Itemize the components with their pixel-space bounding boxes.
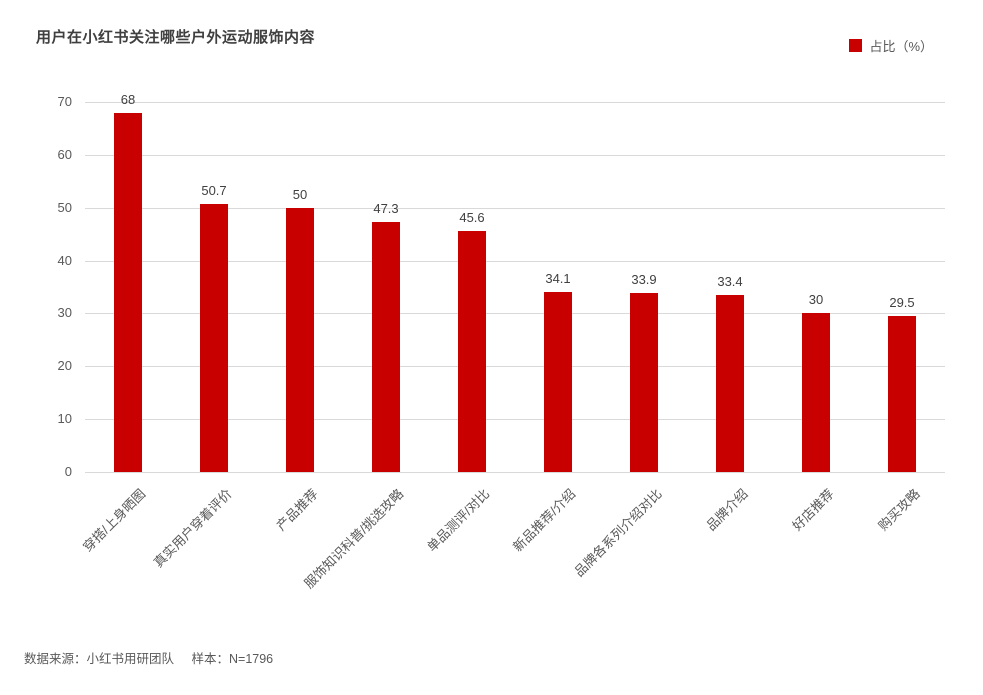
gridline <box>85 102 945 103</box>
bar <box>888 316 916 472</box>
data-source-label: 数据来源：小红书用研团队 <box>24 652 175 666</box>
value-label: 47.3 <box>373 201 399 216</box>
legend: 占比（%） <box>849 36 933 55</box>
value-label: 33.4 <box>717 274 743 290</box>
bar <box>372 222 400 472</box>
bar <box>716 295 744 472</box>
x-axis-label: 品牌各系列介绍对比 <box>571 486 665 580</box>
gridline <box>85 472 945 473</box>
bar <box>802 313 830 472</box>
value-label: 34.1 <box>545 270 571 286</box>
gridline <box>85 208 945 209</box>
source-note: 数据来源：小红书用研团队 样本：N=1796 <box>24 648 287 667</box>
gridline <box>85 366 945 367</box>
value-label: 30 <box>808 292 824 308</box>
bar <box>458 230 486 472</box>
bar <box>286 207 314 472</box>
y-axis-tick-label: 50 <box>57 200 72 215</box>
sample-size-label: 样本：N=1796 <box>191 652 274 666</box>
x-axis-label: 单品测评/对比 <box>424 486 493 555</box>
gridline <box>85 313 945 314</box>
bar <box>114 112 142 472</box>
chart-title: 用户在小红书关注哪些户外运动服饰内容 <box>36 29 316 46</box>
y-axis-tick-label: 60 <box>57 147 72 162</box>
y-axis-tick-label: 70 <box>57 94 72 109</box>
gridline <box>85 261 945 262</box>
x-axis-label: 穿搭/上身晒图 <box>80 486 149 555</box>
y-axis-tick-label: 30 <box>57 305 72 320</box>
plot-area: 0 10 20 30 40 50 60 70 68 穿搭/上身晒图 50.7 真实用户穿着评价 50 产… <box>58 92 945 591</box>
y-axis-tick-label: 0 <box>64 464 72 479</box>
bar <box>630 292 658 472</box>
y-axis-tick-label: 20 <box>57 358 72 373</box>
x-axis-label: 品牌介绍 <box>703 486 751 534</box>
legend-label: 占比（%） <box>869 39 933 54</box>
x-axis-label: 产品推荐 <box>273 486 321 534</box>
gridline <box>85 155 945 156</box>
gridline <box>85 419 945 420</box>
value-label: 68 <box>120 91 136 107</box>
x-axis-label: 真实用户穿着评价 <box>150 486 235 571</box>
bar <box>544 291 572 472</box>
x-axis-label: 购买攻略 <box>875 486 923 534</box>
y-axis-tick-label: 10 <box>57 411 72 426</box>
legend-swatch-icon <box>849 39 863 52</box>
value-label: 29.5 <box>889 295 915 311</box>
value-label: 50.7 <box>201 183 227 199</box>
x-axis-label: 好店推荐 <box>789 486 837 534</box>
value-label: 45.6 <box>459 209 485 225</box>
value-label: 50 <box>292 186 308 202</box>
value-label: 33.9 <box>631 271 657 287</box>
bar <box>200 204 228 472</box>
y-axis-tick-label: 40 <box>57 253 72 268</box>
x-axis-label: 新品推荐/介绍 <box>510 486 579 555</box>
